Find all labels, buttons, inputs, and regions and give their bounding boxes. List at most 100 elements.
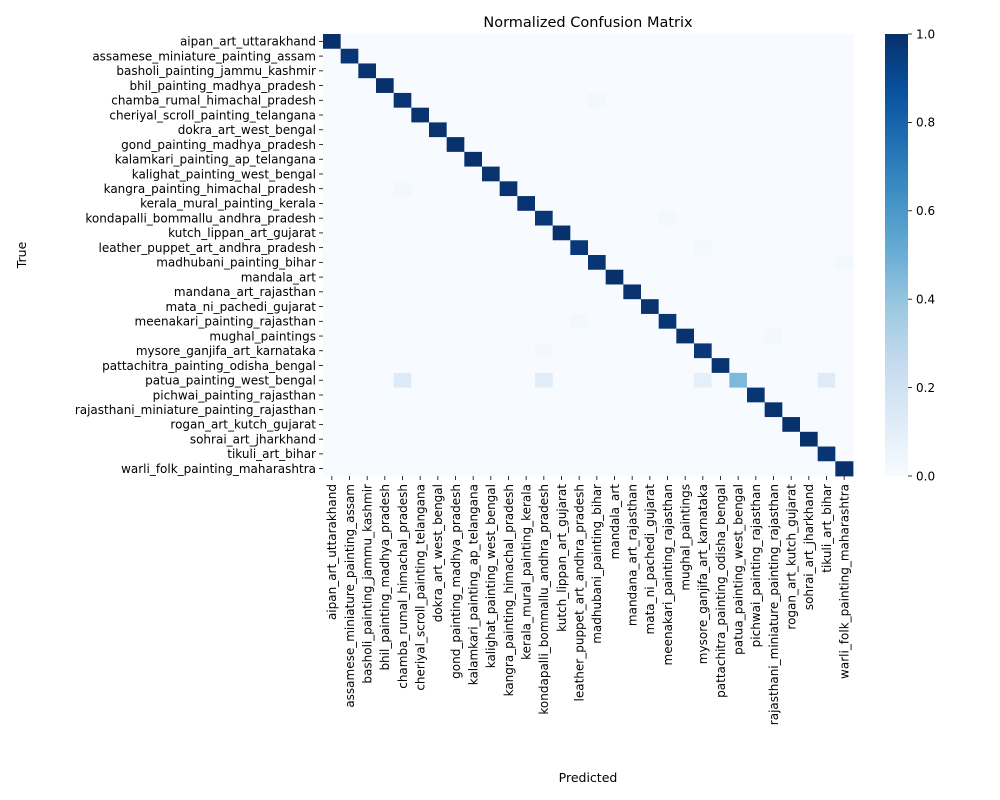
heatmap-cell: [605, 461, 624, 477]
heatmap-cell: [623, 48, 642, 64]
colorbar-tick-label: 0.6: [916, 204, 935, 218]
heatmap-cell: [499, 402, 518, 418]
heatmap-cell: [588, 343, 607, 359]
chart-title: Normalized Confusion Matrix: [483, 15, 693, 31]
heatmap-cell: [641, 107, 660, 123]
heatmap-cell: [641, 461, 660, 477]
x-tick-label: aipan_art_uttarakhand: [325, 484, 339, 620]
heatmap-cell: [464, 358, 483, 374]
heatmap-cell: [482, 63, 501, 79]
heatmap-cell: [747, 387, 766, 403]
heatmap-cell: [376, 122, 395, 138]
heatmap-cell: [482, 78, 501, 94]
heatmap-cell: [623, 372, 642, 388]
heatmap-cell: [658, 78, 677, 94]
y-tick-label: meenakari_painting_rajasthan: [135, 315, 316, 329]
heatmap-cell: [623, 269, 642, 285]
heatmap-cell: [764, 92, 783, 109]
heatmap-cell: [517, 225, 536, 241]
heatmap-cell: [747, 372, 766, 388]
heatmap-cell: [340, 122, 359, 138]
heatmap-cell: [658, 48, 677, 64]
heatmap-cell: [358, 313, 377, 330]
y-tick-label: mysore_ganjifa_art_karnataka: [136, 344, 316, 358]
heatmap-cell: [641, 446, 660, 462]
heatmap-cell: [517, 402, 536, 418]
heatmap-cell: [482, 446, 501, 462]
heatmap-cell: [517, 328, 536, 344]
heatmap-cell: [429, 63, 448, 79]
heatmap-cell: [764, 255, 783, 271]
heatmap-cell: [782, 299, 801, 315]
heatmap-cell: [482, 255, 501, 271]
heatmap-cell: [800, 122, 819, 138]
heatmap-cell: [464, 269, 483, 285]
y-tick-label: chamba_rumal_himachal_pradesh: [111, 94, 316, 108]
heatmap-cell: [764, 313, 783, 330]
heatmap-cell: [429, 387, 448, 403]
heatmap-cell: [747, 137, 766, 153]
heatmap-cell: [570, 358, 589, 374]
heatmap-cell: [340, 137, 359, 153]
heatmap-cell: [658, 284, 677, 300]
heatmap-cell: [676, 387, 695, 403]
heatmap-cell: [764, 343, 783, 359]
heatmap-cell: [729, 240, 748, 256]
heatmap-cell: [623, 328, 642, 344]
heatmap-cell: [835, 372, 854, 388]
heatmap-cell: [340, 196, 359, 212]
heatmap-cell: [764, 107, 783, 123]
heatmap-cell: [711, 137, 730, 153]
heatmap-cell: [570, 446, 589, 462]
heatmap-cell: [817, 48, 836, 64]
heatmap-cell: [535, 63, 554, 79]
heatmap-cell: [800, 299, 819, 315]
colorbar-tick-label: 0.4: [916, 293, 935, 307]
heatmap-cell: [711, 196, 730, 212]
heatmap-cell: [711, 166, 730, 182]
heatmap-cell: [535, 196, 554, 212]
heatmap-cell: [340, 92, 359, 109]
heatmap-cell: [376, 92, 395, 109]
heatmap-cell: [588, 48, 607, 64]
x-tick-label: rajasthani_miniature_painting_rajasthan: [767, 484, 781, 725]
heatmap-cell: [393, 122, 412, 138]
heatmap-cell: [800, 181, 819, 197]
heatmap-cell: [729, 417, 748, 433]
heatmap-cell: [376, 48, 395, 64]
heatmap-cell: [340, 210, 359, 226]
heatmap-cell: [658, 92, 677, 109]
y-tick-label: mata_ni_pachedi_gujarat: [166, 300, 317, 314]
heatmap-cell: [358, 446, 377, 462]
heatmap-cell: [323, 372, 342, 388]
heatmap-cell: [641, 431, 660, 447]
heatmap-cell: [676, 48, 695, 64]
heatmap-cell: [446, 372, 465, 388]
heatmap-cell: [817, 387, 836, 403]
x-tick-label: kalighat_painting_west_bengal: [484, 484, 498, 668]
heatmap-cell: [694, 358, 713, 374]
heatmap-cell: [764, 358, 783, 374]
heatmap-cell: [393, 225, 412, 241]
heatmap-cell: [835, 181, 854, 197]
heatmap-cell: [429, 196, 448, 212]
x-tick-label: pattachitra_painting_odisha_bengal: [714, 484, 728, 698]
heatmap-cell: [676, 107, 695, 123]
heatmap-cell: [800, 107, 819, 123]
heatmap-cell: [835, 343, 854, 359]
heatmap-cell: [429, 240, 448, 256]
heatmap-cell: [747, 210, 766, 226]
x-tick-label: basholi_painting_jammu_kashmir: [360, 484, 374, 684]
heatmap-cell: [605, 137, 624, 153]
heatmap-cell: [835, 225, 854, 241]
heatmap-cell: [694, 255, 713, 271]
heatmap-cell: [340, 166, 359, 182]
heatmap-cell: [411, 137, 430, 153]
heatmap-cell: [482, 461, 501, 477]
heatmap-cell: [499, 240, 518, 256]
heatmap-cell: [499, 225, 518, 241]
heatmap-cell: [623, 255, 642, 271]
heatmap-cell: [800, 255, 819, 271]
heatmap-cell: [393, 358, 412, 374]
heatmap-cell: [570, 78, 589, 94]
